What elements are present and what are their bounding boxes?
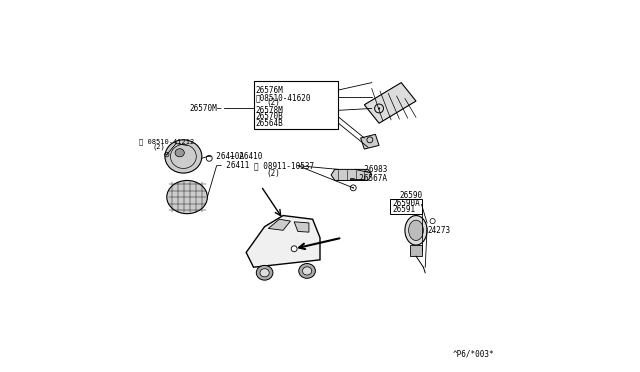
- Polygon shape: [331, 169, 372, 180]
- Polygon shape: [364, 83, 416, 123]
- Text: 26570M―: 26570M―: [190, 104, 222, 113]
- Text: (2): (2): [266, 169, 280, 177]
- Text: — 26983: — 26983: [355, 165, 387, 174]
- Circle shape: [166, 154, 168, 155]
- Text: 26590: 26590: [399, 191, 422, 200]
- Text: 26591: 26591: [392, 205, 415, 215]
- Polygon shape: [294, 222, 309, 232]
- Ellipse shape: [405, 215, 427, 245]
- Text: — 26411: — 26411: [216, 161, 249, 170]
- Text: 26564B: 26564B: [255, 119, 283, 128]
- Ellipse shape: [256, 265, 273, 280]
- Circle shape: [353, 187, 354, 189]
- Text: (2): (2): [266, 99, 280, 108]
- Text: 26570B: 26570B: [255, 112, 283, 121]
- Ellipse shape: [303, 267, 312, 275]
- Polygon shape: [410, 245, 422, 256]
- Text: — 26410A: — 26410A: [207, 152, 244, 161]
- Ellipse shape: [299, 263, 316, 278]
- Polygon shape: [360, 134, 379, 149]
- Text: — 26410: — 26410: [230, 152, 262, 161]
- Circle shape: [291, 246, 297, 252]
- Ellipse shape: [260, 269, 269, 277]
- Ellipse shape: [408, 220, 424, 240]
- Circle shape: [378, 108, 380, 110]
- Text: 24273: 24273: [427, 226, 450, 235]
- Ellipse shape: [165, 140, 202, 173]
- Text: — 26567A: — 26567A: [349, 174, 387, 183]
- Bar: [390, 199, 422, 214]
- Text: ^P6/*003*: ^P6/*003*: [453, 350, 495, 359]
- Text: (2): (2): [152, 144, 164, 151]
- Bar: [253, 81, 339, 129]
- Text: 26590A: 26590A: [392, 199, 420, 208]
- Polygon shape: [268, 219, 291, 230]
- Text: Ⓝ08510-41620: Ⓝ08510-41620: [255, 93, 311, 102]
- Text: Ⓞ 08911-10537: Ⓞ 08911-10537: [253, 161, 314, 170]
- Ellipse shape: [167, 180, 207, 214]
- Polygon shape: [246, 215, 320, 267]
- Text: 26576M: 26576M: [255, 86, 283, 94]
- Text: Ⓝ 08510-41212: Ⓝ 08510-41212: [139, 138, 195, 145]
- Ellipse shape: [175, 149, 184, 157]
- Text: 26578M: 26578M: [255, 106, 283, 115]
